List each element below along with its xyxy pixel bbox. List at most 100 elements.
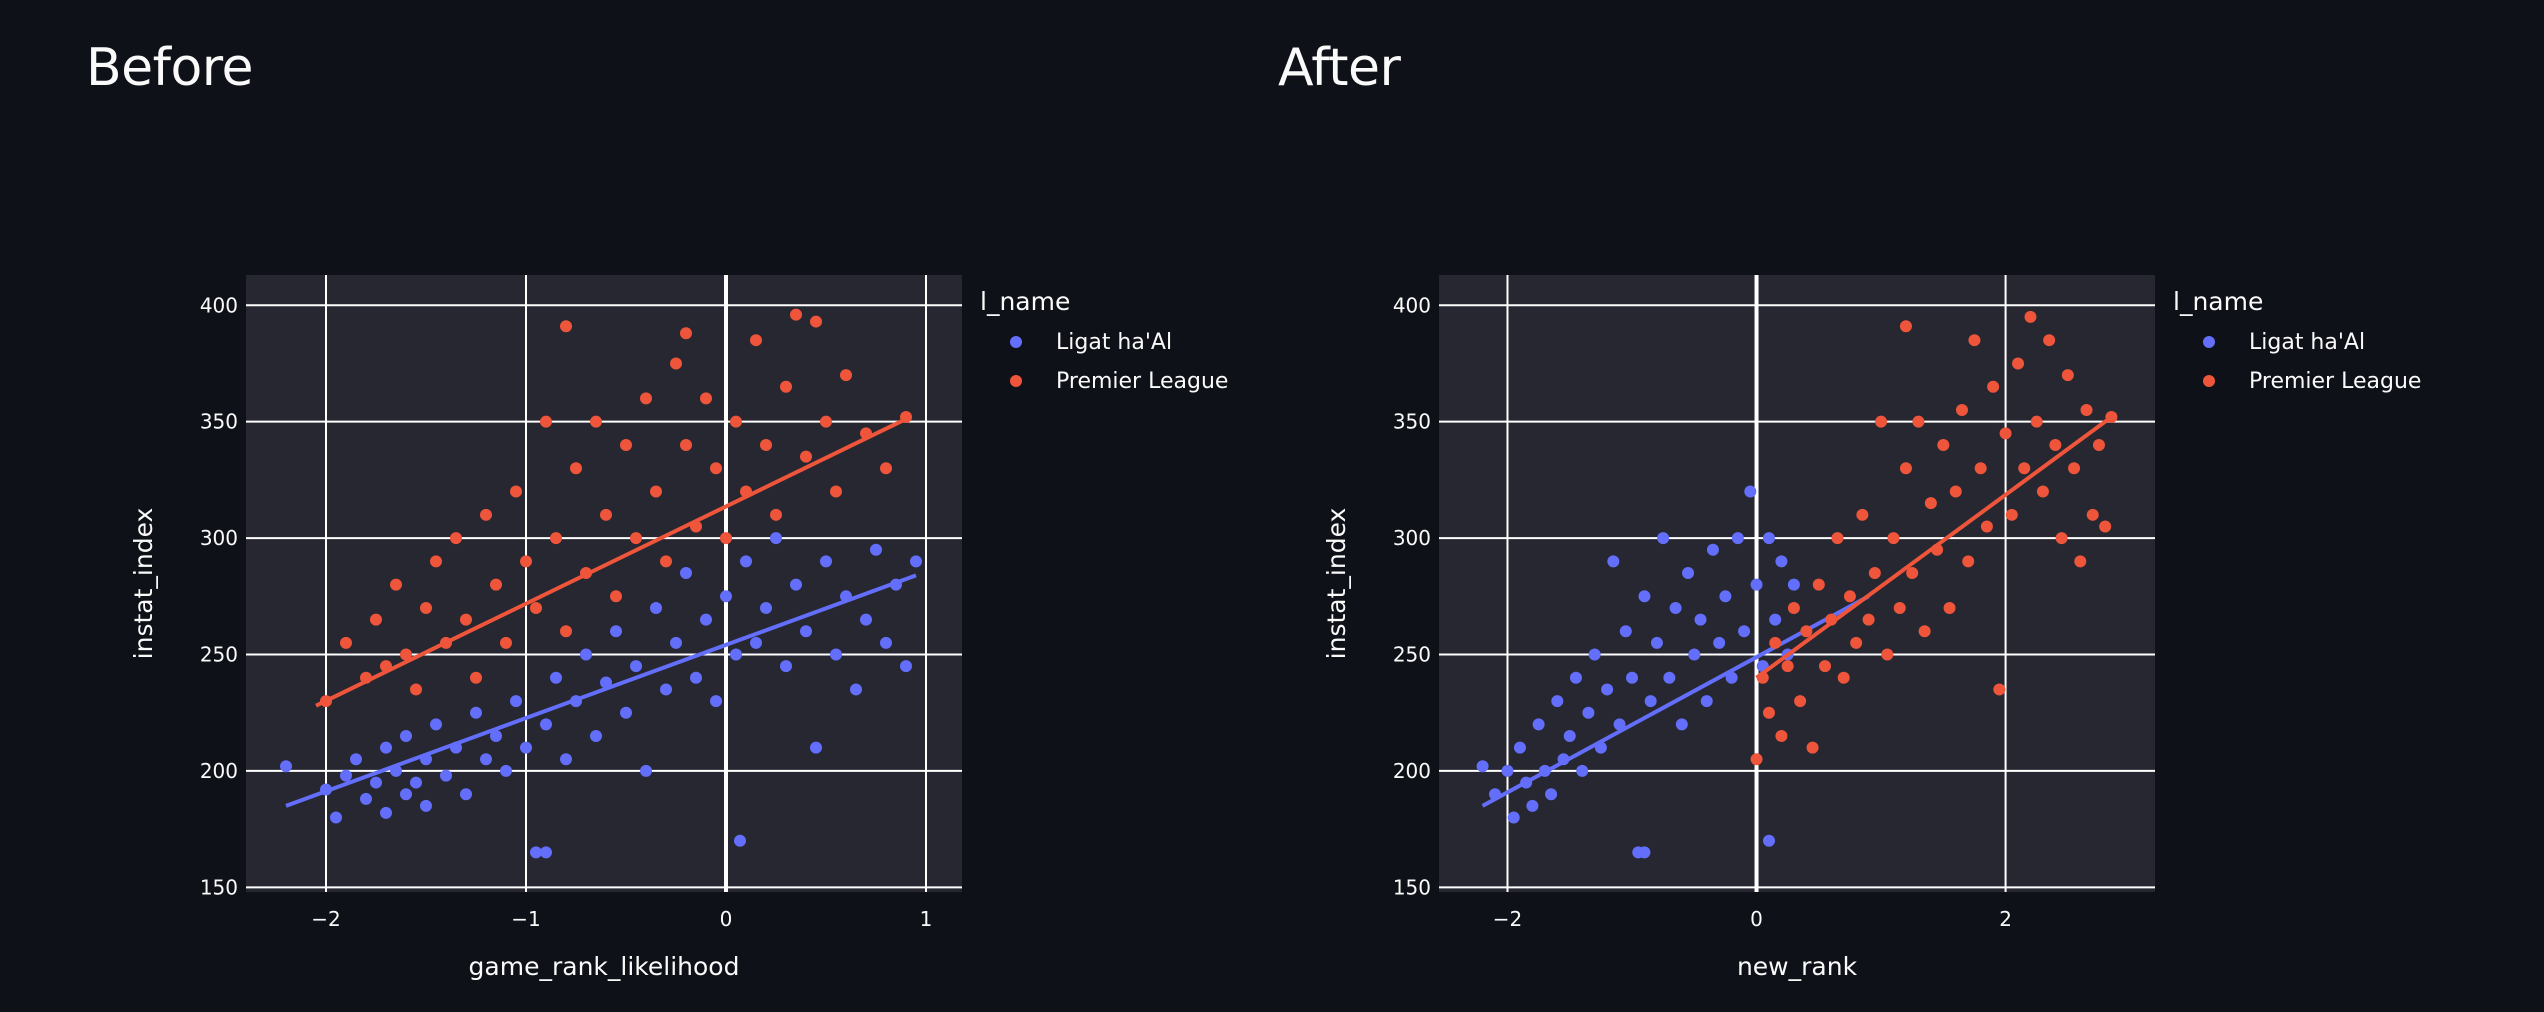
- data-point[interactable]: [1607, 555, 1620, 568]
- data-point[interactable]: [2055, 532, 2068, 545]
- data-point[interactable]: [1719, 590, 1732, 603]
- data-point[interactable]: [1800, 625, 1813, 638]
- data-point[interactable]: [1619, 625, 1632, 638]
- scatter-chart-after[interactable]: 150 200 250 300 350 400 −2 0 2 new_rank instat_ind…: [1272, 0, 2544, 1012]
- data-point[interactable]: [1513, 741, 1526, 754]
- data-point[interactable]: [390, 578, 402, 591]
- data-point[interactable]: [700, 392, 712, 405]
- data-point[interactable]: [1775, 730, 1788, 743]
- data-point[interactable]: [1476, 760, 1489, 773]
- data-point[interactable]: [640, 764, 652, 777]
- data-point[interactable]: [550, 532, 562, 545]
- data-point[interactable]: [510, 695, 522, 708]
- data-point[interactable]: [1582, 706, 1595, 719]
- data-point[interactable]: [1924, 497, 1937, 510]
- data-point[interactable]: [1613, 718, 1626, 731]
- data-point[interactable]: [1899, 462, 1912, 475]
- data-point[interactable]: [1569, 671, 1582, 684]
- data-point[interactable]: [1750, 753, 1763, 766]
- data-point[interactable]: [900, 660, 912, 673]
- data-point[interactable]: [820, 415, 832, 428]
- data-point[interactable]: [1688, 648, 1701, 661]
- data-point[interactable]: [1551, 695, 1564, 708]
- legend-item[interactable]: Premier League: [2203, 369, 2421, 394]
- data-point[interactable]: [280, 760, 292, 773]
- data-point[interactable]: [560, 320, 572, 333]
- data-point[interactable]: [800, 625, 812, 638]
- data-point[interactable]: [620, 706, 632, 719]
- data-point[interactable]: [1850, 636, 1863, 649]
- data-point[interactable]: [540, 846, 552, 859]
- data-point[interactable]: [840, 369, 852, 382]
- data-point[interactable]: [530, 601, 542, 614]
- data-point[interactable]: [1663, 671, 1676, 684]
- data-point[interactable]: [400, 788, 412, 801]
- data-point[interactable]: [1762, 834, 1775, 847]
- data-point[interactable]: [2043, 334, 2056, 347]
- data-point[interactable]: [430, 718, 442, 731]
- data-point[interactable]: [820, 555, 832, 568]
- data-point[interactable]: [1588, 648, 1601, 661]
- data-point[interactable]: [1868, 567, 1881, 580]
- data-point[interactable]: [770, 532, 782, 545]
- data-point[interactable]: [1899, 320, 1912, 333]
- data-point[interactable]: [2036, 485, 2049, 498]
- data-point[interactable]: [1750, 578, 1763, 591]
- data-point[interactable]: [1987, 380, 2000, 393]
- data-point[interactable]: [2068, 462, 2081, 475]
- data-point[interactable]: [1744, 485, 1757, 498]
- data-point[interactable]: [340, 636, 352, 649]
- data-point[interactable]: [1626, 671, 1639, 684]
- data-point[interactable]: [800, 450, 812, 463]
- data-point[interactable]: [1787, 578, 1800, 591]
- data-point[interactable]: [490, 578, 502, 591]
- data-point[interactable]: [450, 532, 462, 545]
- data-point[interactable]: [350, 753, 362, 766]
- data-point[interactable]: [770, 508, 782, 521]
- data-point[interactable]: [780, 380, 792, 393]
- data-point[interactable]: [1962, 555, 1975, 568]
- data-point[interactable]: [1762, 706, 1775, 719]
- data-point[interactable]: [530, 846, 542, 859]
- data-point[interactable]: [1843, 590, 1856, 603]
- data-point[interactable]: [790, 308, 802, 321]
- data-point[interactable]: [660, 683, 672, 696]
- data-point[interactable]: [540, 718, 552, 731]
- data-point[interactable]: [1955, 404, 1968, 417]
- data-point[interactable]: [1887, 532, 1900, 545]
- data-point[interactable]: [430, 555, 442, 568]
- data-point[interactable]: [1644, 695, 1657, 708]
- data-point[interactable]: [500, 636, 512, 649]
- data-point[interactable]: [870, 543, 882, 556]
- data-point[interactable]: [760, 601, 772, 614]
- data-point[interactable]: [640, 392, 652, 405]
- data-point[interactable]: [370, 776, 382, 789]
- data-point[interactable]: [560, 625, 572, 638]
- data-point[interactable]: [1576, 764, 1589, 777]
- data-point[interactable]: [780, 660, 792, 673]
- data-point[interactable]: [850, 683, 862, 696]
- data-point[interactable]: [1837, 671, 1850, 684]
- data-point[interactable]: [400, 648, 412, 661]
- data-point[interactable]: [740, 555, 752, 568]
- data-point[interactable]: [1831, 532, 1844, 545]
- data-point[interactable]: [1787, 601, 1800, 614]
- data-point[interactable]: [810, 741, 822, 754]
- data-point[interactable]: [490, 730, 502, 743]
- scatter-chart-before[interactable]: 150 200 250 300 350 400 −2 −1 0 1 game_rank_likeli…: [0, 0, 1272, 1012]
- data-point[interactable]: [1862, 613, 1875, 626]
- data-point[interactable]: [1700, 695, 1713, 708]
- data-point[interactable]: [470, 706, 482, 719]
- data-point[interactable]: [750, 334, 762, 347]
- data-point[interactable]: [670, 636, 682, 649]
- data-point[interactable]: [700, 613, 712, 626]
- data-point[interactable]: [330, 811, 342, 824]
- data-point[interactable]: [2012, 357, 2025, 370]
- data-point[interactable]: [650, 601, 662, 614]
- data-point[interactable]: [1974, 462, 1987, 475]
- data-point[interactable]: [2092, 438, 2105, 451]
- data-point[interactable]: [510, 485, 522, 498]
- data-point[interactable]: [720, 590, 732, 603]
- data-point[interactable]: [1906, 567, 1919, 580]
- data-point[interactable]: [760, 438, 772, 451]
